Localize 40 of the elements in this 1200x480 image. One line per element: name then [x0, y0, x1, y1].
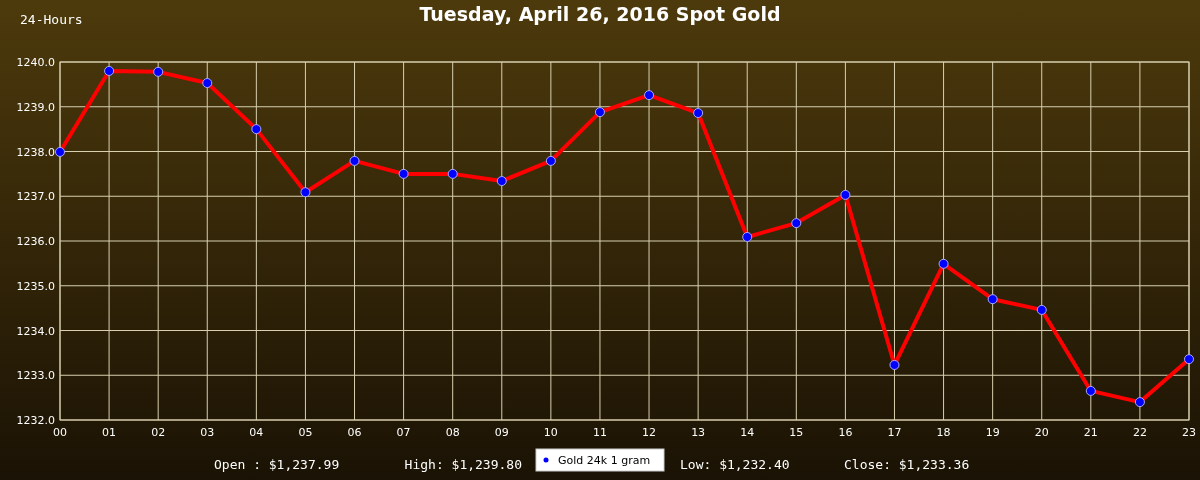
y-tick-label: 1240.0 — [16, 56, 55, 69]
x-tick-label: 14 — [740, 426, 755, 439]
x-tick-label: 21 — [1083, 426, 1098, 439]
x-tick-label: 09 — [494, 426, 509, 439]
y-tick-label: 1239.0 — [16, 100, 55, 114]
x-tick-label: 20 — [1034, 426, 1049, 439]
text: Gold 24k 1 gram — [558, 454, 651, 467]
x-tick-label: 11 — [592, 426, 607, 439]
y-tick-label: 1238.0 — [16, 145, 55, 159]
x-tick-label: 16 — [838, 426, 853, 439]
x-tick-label: 22 — [1132, 426, 1147, 439]
x-tick-label: 06 — [347, 426, 362, 439]
text: High: $1,239.80 — [404, 457, 522, 472]
y-tick-label: 1237.0 — [16, 190, 55, 204]
y-tick-label: 1233.0 — [16, 369, 55, 383]
x-tick-label: 18 — [936, 426, 951, 439]
x-tick-label: 03 — [200, 426, 215, 439]
text: Open : $1,237.99 — [214, 457, 340, 472]
x-tick-label: 15 — [789, 426, 804, 439]
x-tick-label: 01 — [102, 426, 117, 439]
y-tick-label: 1234.0 — [16, 324, 55, 338]
x-tick-label: 02 — [151, 426, 166, 439]
x-tick-label: 19 — [985, 426, 1000, 439]
x-tick-label: 12 — [642, 426, 657, 439]
x-tick-label: 13 — [691, 426, 706, 439]
x-tick-label: 08 — [445, 426, 460, 439]
x-tick-label: 17 — [887, 426, 902, 439]
y-tick-label: 1236.0 — [16, 235, 55, 248]
chart-title: Tuesday, April 26, 2016 Spot Gold — [419, 3, 781, 25]
x-tick-label: 04 — [249, 426, 264, 439]
text: Close: $1,233.36 — [844, 457, 970, 472]
text: Low: $1,232.40 — [680, 457, 790, 472]
x-tick-label: 07 — [396, 426, 411, 439]
x-tick-label: 00 — [53, 426, 67, 439]
x-tick-label: 10 — [543, 426, 558, 439]
text: 24-Hours — [20, 12, 83, 27]
y-tick-label: 1235.0 — [16, 279, 55, 293]
y-tick-label: 1232.0 — [16, 414, 55, 427]
x-tick-label: 23 — [1182, 426, 1196, 439]
x-tick-label: 05 — [298, 426, 313, 439]
